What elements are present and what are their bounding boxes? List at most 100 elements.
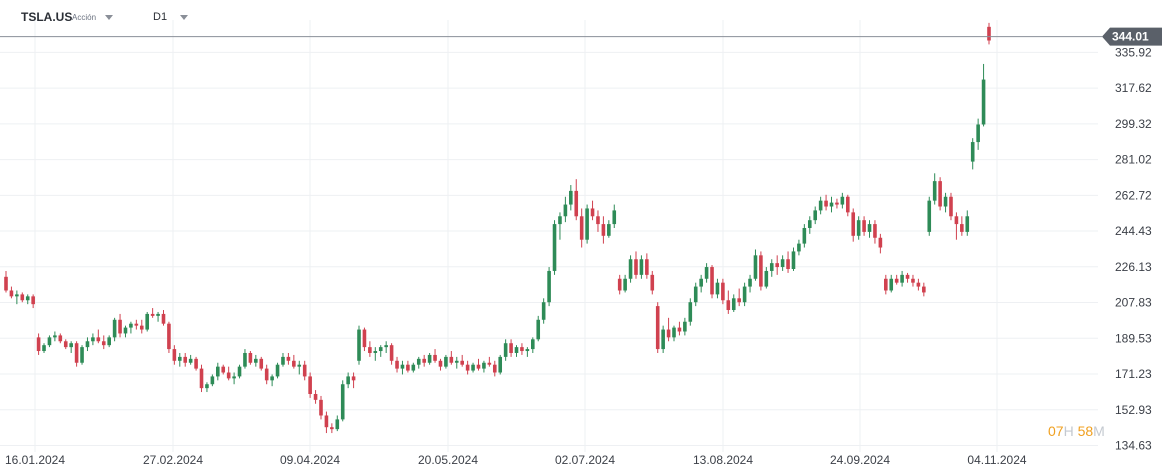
candle-body bbox=[53, 335, 57, 338]
candle-body bbox=[981, 79, 986, 125]
candle-body bbox=[308, 376, 312, 394]
candle-body bbox=[63, 341, 68, 348]
candle-body bbox=[536, 319, 541, 340]
candle-body bbox=[346, 376, 350, 385]
candle-body bbox=[699, 278, 703, 287]
candle-up bbox=[932, 173, 937, 205]
candle-down bbox=[395, 356, 399, 373]
candle-body bbox=[449, 356, 454, 363]
candle-body bbox=[807, 220, 812, 228]
candle-down bbox=[911, 274, 915, 287]
candle-body bbox=[20, 294, 25, 301]
candle-body bbox=[818, 200, 823, 211]
candle-down bbox=[150, 308, 155, 318]
candle-down bbox=[248, 351, 253, 365]
candle-body bbox=[960, 224, 964, 232]
candle-down bbox=[922, 282, 926, 297]
candle-body bbox=[623, 278, 627, 291]
candle-down bbox=[433, 349, 437, 363]
candle-up bbox=[156, 311, 160, 322]
symbol-dropdown-icon[interactable] bbox=[105, 15, 113, 20]
candle-up bbox=[91, 333, 95, 346]
candle-body bbox=[715, 282, 720, 295]
candle-body bbox=[292, 360, 296, 367]
candle-down bbox=[167, 321, 171, 353]
candle-down bbox=[596, 210, 600, 232]
candle-up bbox=[900, 270, 904, 287]
candle-body bbox=[15, 294, 19, 297]
candle-down bbox=[710, 265, 714, 299]
candle-body bbox=[780, 259, 785, 268]
candle-down bbox=[368, 341, 372, 357]
candle-up bbox=[981, 63, 986, 127]
candle-body bbox=[683, 321, 687, 332]
candle-up bbox=[471, 362, 475, 373]
candle-body bbox=[433, 354, 437, 361]
candle-body bbox=[862, 220, 866, 232]
candle-up bbox=[145, 311, 150, 332]
candle-down bbox=[960, 216, 964, 236]
candle-body bbox=[845, 196, 850, 213]
candle-up bbox=[856, 216, 861, 240]
candle-up bbox=[541, 298, 546, 324]
candle-body bbox=[351, 376, 356, 381]
candle-up bbox=[797, 239, 801, 256]
candle-down bbox=[118, 313, 122, 338]
candle-down bbox=[4, 270, 8, 293]
candle-down bbox=[134, 319, 139, 330]
candle-up bbox=[585, 204, 589, 244]
candle-body bbox=[976, 124, 980, 143]
candle-up bbox=[411, 362, 416, 373]
candle-body bbox=[58, 335, 63, 342]
candle-down bbox=[759, 251, 763, 291]
candle-body bbox=[324, 415, 329, 428]
candle-up bbox=[482, 360, 486, 373]
candle-body bbox=[335, 419, 340, 430]
candle-up bbox=[400, 360, 405, 375]
candle-body bbox=[362, 329, 367, 348]
candle-up bbox=[514, 345, 519, 357]
candle-body bbox=[797, 243, 801, 252]
candle-down bbox=[905, 272, 910, 283]
asset-type-label: Acción bbox=[72, 13, 97, 22]
candle-body bbox=[851, 212, 856, 236]
candle-body bbox=[4, 276, 8, 291]
y-tick-label: 226.13 bbox=[1115, 260, 1152, 274]
candle-body bbox=[927, 200, 932, 232]
timeframe-dropdown-icon[interactable] bbox=[180, 15, 188, 20]
candle-down bbox=[492, 360, 497, 377]
candle-body bbox=[726, 300, 731, 311]
candle-body bbox=[612, 210, 617, 225]
candle-up bbox=[547, 267, 551, 307]
candle-down bbox=[721, 278, 725, 305]
candle-body bbox=[693, 286, 698, 303]
timeframe-selector[interactable]: D1 bbox=[153, 11, 168, 23]
candle-up bbox=[254, 354, 258, 367]
x-tick-label: 09.04.2024 bbox=[280, 453, 340, 467]
candle-body bbox=[786, 259, 790, 270]
candle-down bbox=[645, 253, 649, 279]
candle-up bbox=[232, 372, 236, 385]
candle-up bbox=[498, 354, 503, 375]
candle-body bbox=[199, 368, 204, 389]
candle-body bbox=[96, 337, 101, 342]
candle-up bbox=[693, 282, 698, 307]
candle-down bbox=[726, 290, 731, 314]
candle-down bbox=[574, 179, 579, 221]
candle-down bbox=[851, 208, 856, 242]
x-tick-label: 20.05.2024 bbox=[418, 453, 478, 467]
candle-down bbox=[666, 317, 671, 342]
candle-body bbox=[943, 196, 948, 207]
symbol-label[interactable]: TSLA.US bbox=[21, 10, 73, 24]
candle-up bbox=[69, 341, 73, 353]
candle-body bbox=[932, 181, 937, 201]
y-tick-label: 134.63 bbox=[1115, 438, 1152, 452]
candle-body bbox=[617, 278, 622, 291]
candle-down bbox=[601, 216, 606, 244]
candle-down bbox=[286, 352, 291, 365]
candle-up bbox=[416, 356, 421, 369]
candle-down bbox=[465, 360, 470, 375]
candle-body bbox=[639, 259, 644, 275]
